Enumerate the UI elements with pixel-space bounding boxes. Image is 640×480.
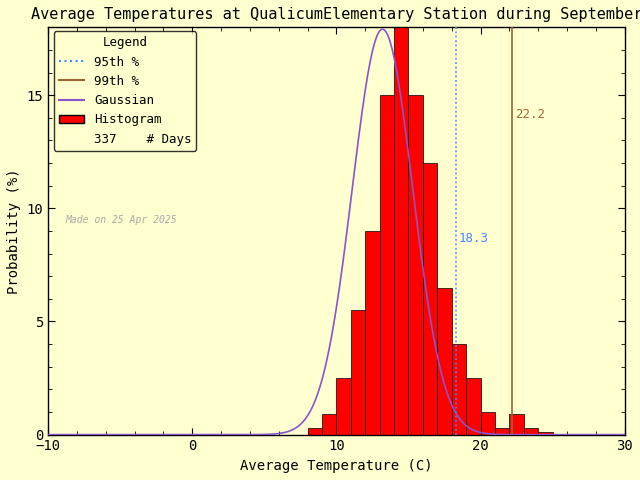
- Bar: [351, 310, 365, 434]
- Bar: [437, 288, 452, 434]
- Bar: [423, 163, 437, 434]
- Text: 22.2: 22.2: [515, 108, 545, 121]
- Bar: [308, 428, 322, 434]
- Text: 18.3: 18.3: [459, 232, 489, 245]
- Bar: [337, 378, 351, 434]
- Bar: [322, 414, 337, 434]
- Legend: 95th %, 99th %, Gaussian, Histogram, 337    # Days: 95th %, 99th %, Gaussian, Histogram, 337…: [54, 31, 196, 151]
- Bar: [408, 95, 423, 434]
- Bar: [509, 414, 524, 434]
- Bar: [495, 428, 509, 434]
- Bar: [452, 344, 466, 434]
- Bar: [524, 428, 538, 434]
- Bar: [538, 432, 552, 434]
- Bar: [380, 95, 394, 434]
- Title: Average Temperatures at QualicumElementary Station during September: Average Temperatures at QualicumElementa…: [31, 7, 640, 22]
- Bar: [466, 378, 481, 434]
- X-axis label: Average Temperature (C): Average Temperature (C): [240, 459, 433, 473]
- Y-axis label: Probability (%): Probability (%): [7, 168, 21, 294]
- Text: Made on 25 Apr 2025: Made on 25 Apr 2025: [65, 215, 177, 225]
- Bar: [394, 16, 408, 434]
- Bar: [481, 412, 495, 434]
- Bar: [365, 231, 380, 434]
